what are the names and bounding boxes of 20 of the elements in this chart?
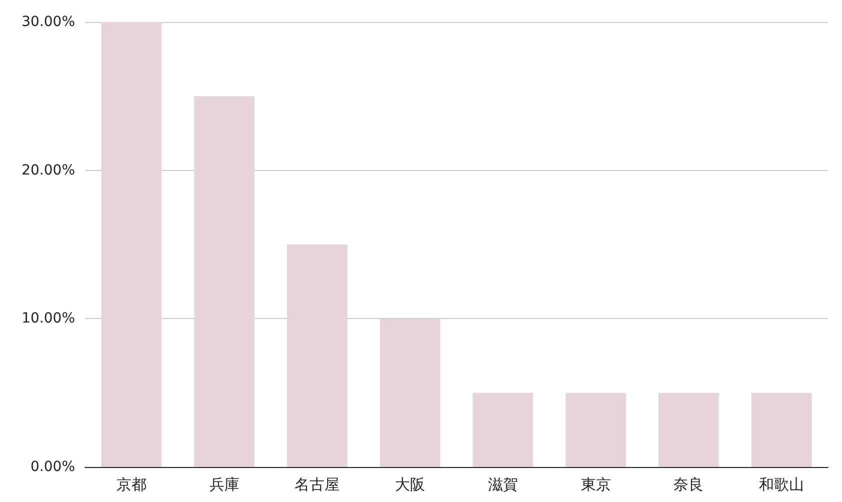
x-tick-label: 京都 xyxy=(116,476,146,494)
bar xyxy=(472,392,534,467)
y-tick-label: 0.00% xyxy=(30,459,75,475)
x-tick-label: 奈良 xyxy=(674,476,704,494)
x-tick-label: 滋賀 xyxy=(488,476,518,494)
bar xyxy=(380,318,440,467)
bar xyxy=(287,244,348,467)
bar xyxy=(566,392,626,467)
x-tick-label: 大阪 xyxy=(395,476,426,494)
bar xyxy=(751,392,812,467)
x-tick-label: 和歌山 xyxy=(759,476,804,494)
y-tick-label: 10.00% xyxy=(22,310,75,327)
y-tick-label: 30.00% xyxy=(22,14,75,30)
y-tick-label: 20.00% xyxy=(22,162,75,178)
bar xyxy=(101,22,162,467)
x-tick-label: 東京 xyxy=(580,476,611,494)
x-tick-label: 名古屋 xyxy=(294,476,340,494)
bar xyxy=(658,392,719,467)
bar xyxy=(194,96,254,467)
x-tick-label: 兵庫 xyxy=(209,476,240,494)
